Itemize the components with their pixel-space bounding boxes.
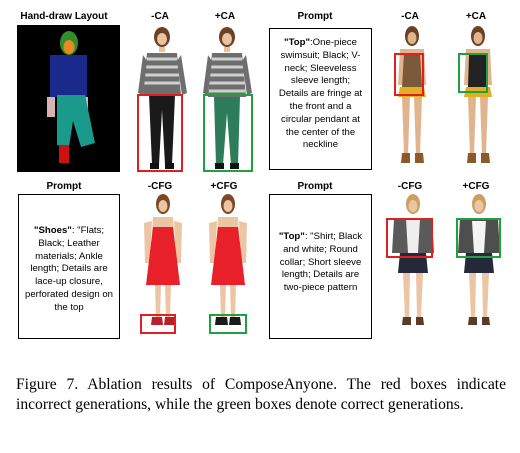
- header-minus-ca: -CA: [151, 11, 169, 22]
- result-minus-cfg: [138, 193, 188, 338]
- header-minus-ca-2: -CA: [401, 11, 419, 22]
- header-prompt-3: Prompt: [297, 181, 333, 192]
- result-minus-ca: [135, 25, 190, 175]
- figure-caption: Figure 7. Ablation results of ComposeAny…: [16, 376, 506, 413]
- header-prompt-2: Prompt: [46, 181, 82, 192]
- prompt-text-top-1: :One-piece swimsuit; Black; V-neck; Slee…: [278, 37, 363, 151]
- prompt-key-shoes: "Shoes": [33, 225, 72, 236]
- result-plus-cfg-2: [454, 193, 504, 338]
- prompt-box-shoes: "Shoes": "Flats; Black; Leather material…: [18, 194, 120, 339]
- correct-box-swimsuit: [458, 53, 488, 93]
- prompt-box-shirt: "Top": "Shirt; Black and white; Round co…: [269, 194, 372, 339]
- header-minus-cfg-2: -CFG: [397, 181, 423, 192]
- header-plus-ca: +CA: [214, 11, 236, 22]
- wrong-box-shoes: [140, 314, 176, 334]
- header-plus-cfg: +CFG: [210, 181, 238, 192]
- result-plus-ca-2: [456, 25, 501, 175]
- header-prompt-1: Prompt: [297, 11, 333, 22]
- header-minus-cfg: -CFG: [147, 181, 173, 192]
- correct-box-legs: [203, 94, 253, 172]
- prompt-key-top-1: "Top": [284, 37, 311, 48]
- result-minus-cfg-2: [388, 193, 438, 338]
- header-plus-ca-2: +CA: [465, 11, 487, 22]
- header-plus-cfg-2: +CFG: [462, 181, 490, 192]
- result-minus-ca-2: [390, 25, 435, 175]
- prompt-box-top-swimsuit: "Top":One-piece swimsuit; Black; V-neck;…: [269, 28, 372, 170]
- prompt-text-top-2: : "Shirt; Black and white; Round collar;…: [279, 231, 363, 294]
- prompt-key-top-2: "Top": [278, 231, 305, 242]
- correct-box-shoes: [209, 314, 247, 334]
- correct-box-shirt: [456, 218, 501, 258]
- result-plus-cfg: [203, 193, 253, 338]
- wrong-box-legs: [137, 94, 183, 172]
- hand-draw-layout-image: [17, 25, 120, 172]
- header-hand-draw-layout: Hand-draw Layout: [20, 11, 108, 22]
- wrong-box-swimsuit: [394, 53, 424, 96]
- wrong-box-shirt: [386, 218, 433, 258]
- prompt-text-shoes: : "Flats; Black; Leather materials; Ankl…: [25, 225, 114, 313]
- result-plus-ca: [200, 25, 255, 175]
